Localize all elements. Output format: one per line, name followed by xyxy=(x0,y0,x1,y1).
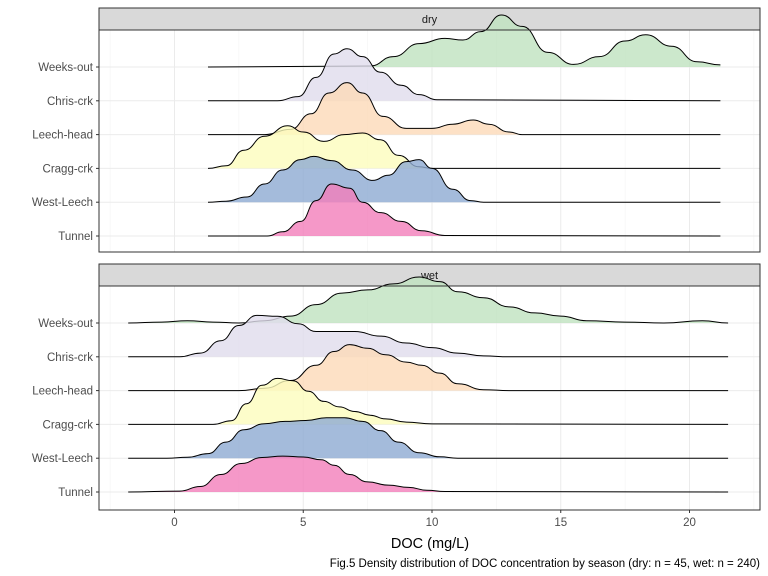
y-tick-label: West-Leech xyxy=(32,197,93,209)
y-tick-label: Chris-crk xyxy=(47,352,93,364)
ridge-fill xyxy=(128,417,729,459)
x-tick-label: 10 xyxy=(426,517,439,529)
ridge-west-leech xyxy=(128,417,729,459)
ridge-outline xyxy=(128,314,729,358)
ridge-fill xyxy=(208,125,721,169)
chart-panels: dry Weeks-out Chris-crk Leech-head Cragg-crk… xyxy=(32,7,761,511)
ridge-weeks-out xyxy=(207,14,721,68)
ridge-fill xyxy=(128,378,729,425)
ridge-tunnel xyxy=(128,455,729,493)
y-tick-label: Weeks-out xyxy=(38,62,94,74)
ridge-outline xyxy=(128,455,729,493)
y-tick-label: West-Leech xyxy=(32,453,93,465)
panel-wet: wetWeeks-outChris-crkLeech-headCragg-crk… xyxy=(32,263,761,511)
y-tick-label: Cragg-crk xyxy=(43,163,94,175)
ridge-leech-head xyxy=(208,82,721,136)
ridge-outline xyxy=(208,82,721,136)
ridge-outline xyxy=(207,155,721,203)
ridge-tunnel xyxy=(208,183,721,237)
ridge-fill xyxy=(128,315,729,357)
x-tick-label: 20 xyxy=(683,517,696,529)
ridge-outline xyxy=(128,417,729,459)
ridge-outline xyxy=(207,14,721,68)
figure-caption: Fig.5 Density distribution of DOC concen… xyxy=(330,558,760,570)
ridge-fill xyxy=(128,456,729,492)
y-tick-label: Cragg-crk xyxy=(43,419,94,431)
panel-border xyxy=(98,285,761,511)
y-tick-label: Weeks-out xyxy=(38,318,94,330)
panel-border xyxy=(98,29,761,253)
y-tick-label: Leech-head xyxy=(32,386,93,398)
ridge-fill xyxy=(208,48,721,101)
ridge-weeks-out xyxy=(128,276,729,324)
ridge-outline xyxy=(128,276,729,324)
ridge-fill xyxy=(208,15,721,67)
ridge-chris-crk xyxy=(207,48,721,102)
ridge-chris-crk xyxy=(128,314,729,358)
ridge-outline xyxy=(207,48,721,102)
ridge-outline xyxy=(128,377,729,425)
ridge-fill xyxy=(208,82,721,135)
ridge-fill xyxy=(208,184,721,236)
y-tick-label: Tunnel xyxy=(58,231,93,243)
ridge-cragg-crk xyxy=(128,377,729,425)
strip-label: dry xyxy=(422,14,438,26)
ridge-outline xyxy=(208,183,721,237)
y-tick-label: Tunnel xyxy=(58,487,93,499)
x-tick-label: 15 xyxy=(554,517,567,529)
y-tick-label: Leech-head xyxy=(32,130,93,142)
x-tick-label: 5 xyxy=(300,517,306,529)
y-tick-label: Chris-crk xyxy=(47,96,93,108)
x-tick-label: 0 xyxy=(171,517,177,529)
panel-dry: dry Weeks-out Chris-crk Leech-head Cragg-crk… xyxy=(32,7,761,253)
x-axis: 0 5 10 15 20 xyxy=(171,510,696,529)
x-axis-title: DOC (mg/L) xyxy=(391,536,469,552)
ridge-fill xyxy=(128,277,729,323)
